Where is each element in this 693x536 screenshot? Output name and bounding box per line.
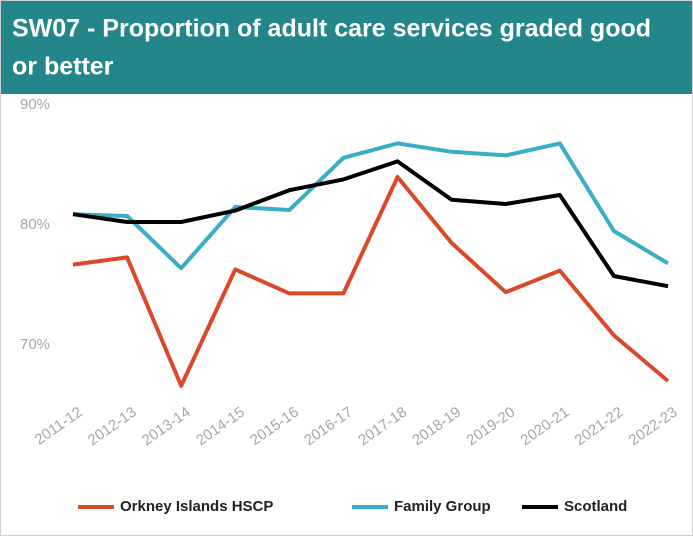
legend-label: Scotland — [564, 498, 627, 515]
line-series — [72, 175, 670, 388]
legend-label: Orkney Islands HSCP — [120, 498, 273, 515]
y-tick-label: 70% — [20, 336, 50, 353]
line-series — [72, 141, 670, 271]
chart-title: or better — [12, 53, 114, 81]
legend-label: Family Group — [394, 498, 491, 515]
y-tick-label: 90% — [20, 96, 50, 113]
line-series — [72, 159, 669, 289]
y-tick-label: 80% — [20, 216, 50, 233]
chart-title: SW07 - Proportion of adult care services… — [12, 15, 651, 43]
title-bar — [1, 1, 692, 94]
